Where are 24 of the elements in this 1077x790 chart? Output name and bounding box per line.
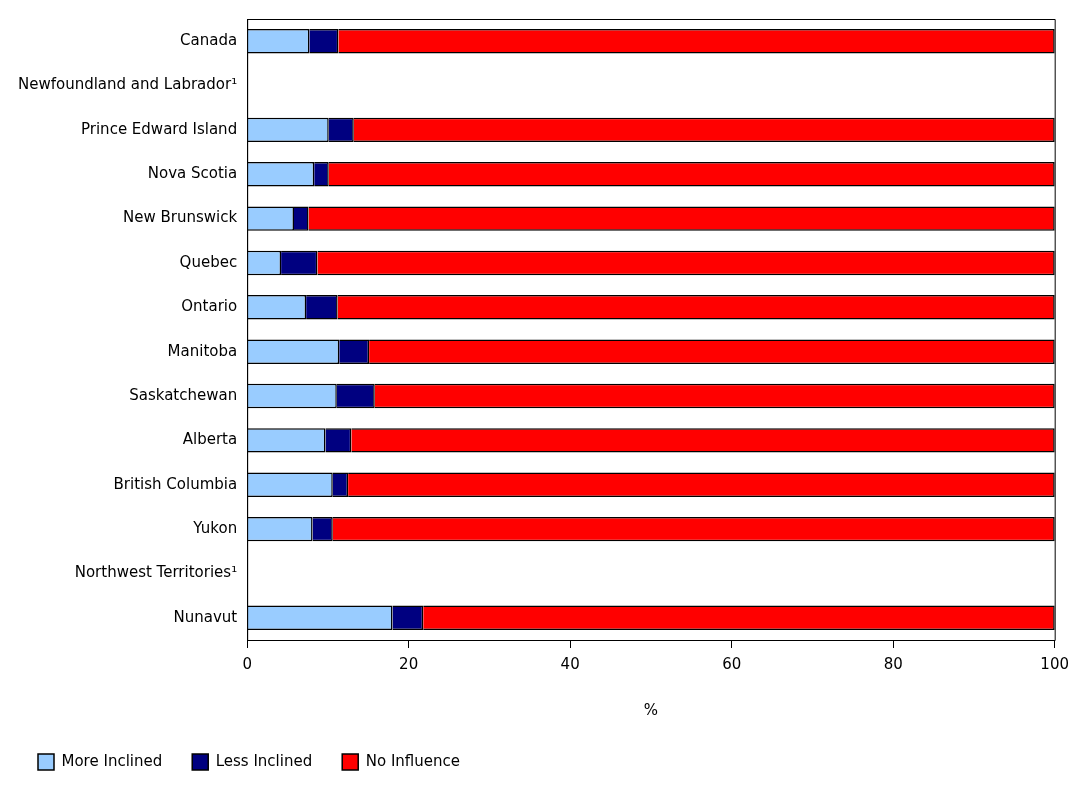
y-tick-label: Alberta (182, 430, 238, 449)
y-tick-label: Yukon (192, 519, 238, 537)
y-tick-label: New Brunswick (123, 208, 238, 227)
legend-label: Less Inclined (215, 751, 313, 770)
y-tick-label: Quebec (179, 252, 238, 271)
y-tick-label: Prince Edward Island (81, 119, 238, 138)
y-tick-label: Newfoundland and Labrador¹ (17, 75, 238, 94)
x-tick-label: 100 (1040, 654, 1070, 673)
x-tick-label: 80 (883, 654, 903, 673)
y-tick-label: British Columbia (113, 474, 238, 493)
x-tick-label: 60 (722, 654, 742, 673)
legend-label: More Inclined (61, 751, 163, 770)
x-tick-label: 0 (242, 654, 252, 673)
y-tick-label: Nova Scotia (147, 164, 238, 183)
y-tick-label: Northwest Territories¹ (74, 563, 238, 582)
y-tick-label: Manitoba (167, 341, 238, 360)
x-axis-title: % (643, 700, 659, 719)
y-tick-label: Canada (180, 31, 238, 50)
y-tick-label: Ontario (181, 297, 238, 316)
y-tick-label: Saskatchewan (129, 385, 238, 404)
y-tick-label: Nunavut (173, 607, 238, 626)
legend-label: No Influence (365, 751, 460, 770)
x-tick-label: 40 (560, 654, 580, 673)
x-tick-label: 20 (399, 654, 419, 673)
